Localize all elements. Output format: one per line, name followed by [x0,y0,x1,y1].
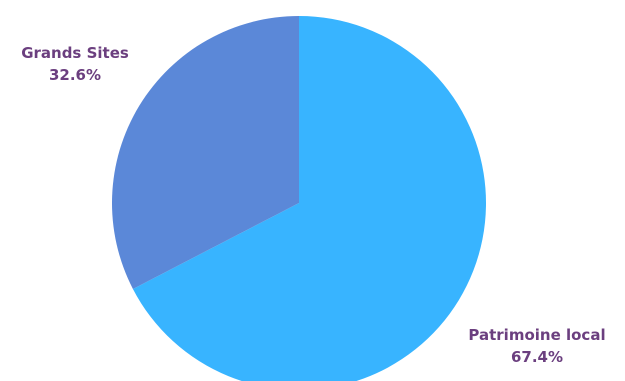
slice-percent-label: 32.6% [49,66,101,84]
slice-label-grands-sites: Grands Sites 32.6% [21,44,129,84]
slice-category-label: Grands Sites [21,44,129,62]
slice-label-patrimoine-local: Patrimoine local 67.4% [468,326,605,366]
pie-slice-grands-sites [112,16,300,289]
slice-percent-label: 67.4% [511,348,563,366]
pie-slices [112,16,487,381]
pie-slice-patrimoine-local [132,16,487,381]
slice-category-label: Patrimoine local [468,326,605,344]
